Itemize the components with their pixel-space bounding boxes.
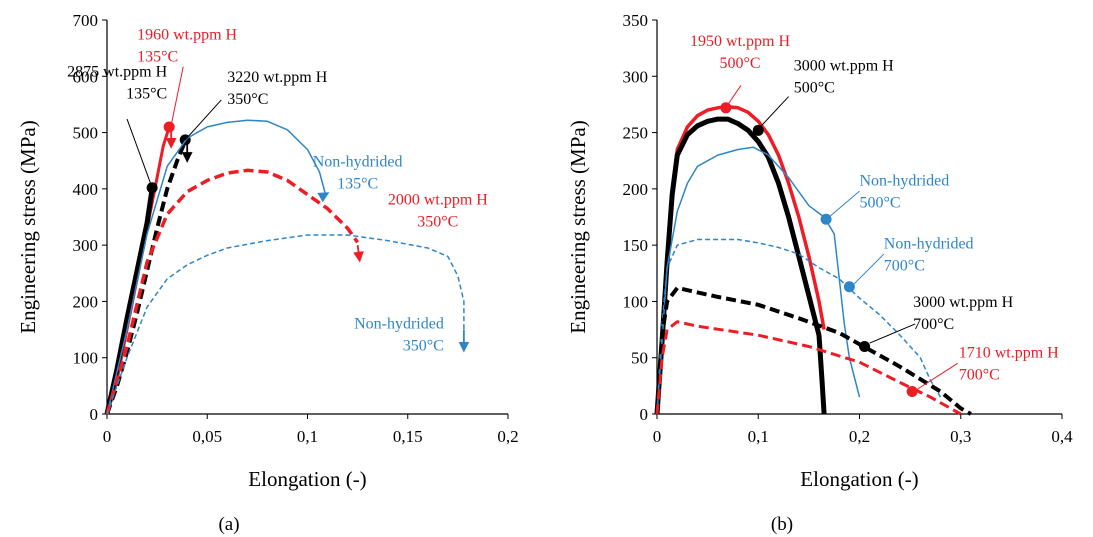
chart-2-annotation-1: 1950 wt.ppm H 500°C (690, 33, 790, 72)
chart-2-annotation-6-line: 1710 wt.ppm H (959, 345, 1059, 362)
chart-1-annotation-2-leader (126, 118, 153, 188)
chart-2-annotation-6: 1710 wt.ppm H 700°C (959, 345, 1059, 384)
chart-2-annotation-3: Non-hydrided 500°C (860, 172, 950, 211)
chart-2-annotation-5-line: 3000 wt.ppm H (913, 294, 1013, 311)
chart-2-x-tick-label: 0,1 (748, 427, 769, 446)
chart-1: 0 100 200 300 400 500 600 700 0 0,05 0,1 0,15 0,2 Elo… (16, 11, 519, 535)
chart-2-x-tick-label: 0,2 (849, 427, 870, 446)
chart-2-series-3-line (656, 146, 861, 415)
chart-1-annotation-5-line: 2000 wt.ppm H (388, 192, 488, 209)
chart-2-annotation-2-leader (759, 96, 789, 128)
chart-2-annotation-2: 3000 wt.ppm H 500°C (794, 58, 894, 97)
chart-2-y-tick-label: 0 (640, 405, 649, 424)
chart-1-y-tick-label: 200 (73, 292, 99, 311)
chart-1-series-5-arrow (353, 245, 364, 263)
chart-1-annotation-1: 1960 wt.ppm H 135°C (137, 27, 237, 66)
chart-1-series-5-line (105, 168, 360, 415)
chart-1-x-tick-label: 0,2 (497, 427, 518, 446)
chart-1-annotation-5: 2000 wt.ppm H 350°C (388, 192, 488, 231)
chart-2-annotation-1-line: 500°C (719, 55, 760, 72)
chart-1-y-tick-label: 400 (73, 180, 99, 199)
chart-2-y-tick-label: 350 (623, 11, 649, 30)
chart-2-series-1-marker (720, 102, 732, 114)
chart-1-y-tick-label: 700 (73, 11, 99, 30)
chart-2-x-axis-label: Elongation (-) (800, 467, 918, 491)
chart-2-annotation-4-leader (853, 253, 885, 285)
chart-2-annotation-6-line: 700°C (959, 367, 1000, 384)
chart-1-y-tick-label: 300 (73, 236, 99, 255)
chart-1-y-tick-label: 600 (73, 67, 99, 86)
chart-1-series-1-marker (163, 121, 175, 133)
chart-1-annotation-2: 2875 wt.ppm H 135°C (67, 63, 167, 102)
chart-2-series-3-marker (820, 213, 832, 225)
chart-2-y-tick-label: 250 (623, 124, 649, 143)
chart-2-series-5-marker (859, 340, 871, 352)
chart-1-x-tick-label: 0,15 (393, 427, 423, 446)
chart-2-panel-label: (b) (771, 514, 793, 535)
chart-2-y-tick-label: 50 (631, 349, 648, 368)
chart-2-annotation-1-leader (727, 85, 742, 105)
chart-2-annotation-4-line: Non-hydrided (884, 236, 974, 253)
chart-2-annotation-3-line: Non-hydrided (860, 172, 950, 189)
chart-2-series-2-line (654, 116, 827, 415)
chart-1-annotation-6-line: 350°C (403, 337, 444, 354)
chart-2-annotation-3-line: 500°C (860, 194, 901, 211)
chart-1-annotation-2-line: 135°C (126, 85, 167, 102)
chart-1-x-tick-label: 0,05 (192, 427, 222, 446)
chart-2-annotation-1-line: 1950 wt.ppm H (690, 33, 790, 50)
chart-1-annotation-1-line: 135°C (137, 49, 178, 66)
chart-2-annotation-5-leader (869, 323, 916, 344)
chart-2-x-tick-label: 0,4 (1051, 427, 1073, 446)
chart-2-annotation-6-leader (916, 362, 958, 390)
chart-1-annotation-6-line: Non-hydrided (354, 315, 444, 332)
chart-1-annotation-3-line: 350°C (227, 91, 268, 108)
chart-1-series-4-line (106, 119, 327, 415)
chart-1-annotation-3: 3220 wt.ppm H 350°C (227, 69, 327, 108)
chart-1-series-4-arrow (317, 192, 330, 203)
chart-2-annotation-4: Non-hydrided 700°C (884, 236, 974, 275)
chart-2-annotation-2-line: 500°C (794, 80, 835, 97)
chart-1-annotation-4: Non-hydrided 135°C (313, 153, 403, 192)
chart-1-y-tick-label: 100 (73, 349, 99, 368)
chart-1-annotation-6: Non-hydrided 350°C (354, 315, 444, 354)
chart-1-y-tick-label: 0 (90, 405, 99, 424)
chart-2-y-tick-label: 150 (623, 236, 649, 255)
chart-1-annotation-3-leader (184, 99, 222, 141)
chart-2-annotation-3-leader (828, 190, 860, 218)
chart-2-series-4-marker (843, 281, 855, 293)
chart-2-series-2-marker (752, 124, 764, 136)
chart-1-annotation-2-line: 2875 wt.ppm H (67, 63, 167, 80)
chart-1-annotation-3-line: 3220 wt.ppm H (227, 69, 327, 86)
chart-1-series-2-line (104, 188, 155, 415)
chart-2-annotation-4-line: 700°C (884, 258, 925, 275)
chart-2-series-4-line (656, 238, 942, 415)
chart-1-y-tick-label: 500 (73, 124, 99, 143)
chart-1-y-axis-label: Engineering stress (MPa) (16, 120, 40, 333)
chart-2-annotation-2-line: 3000 wt.ppm H (794, 58, 894, 75)
chart-1-x-tick-label: 0 (103, 427, 112, 446)
chart-2-y-tick-label: 200 (623, 180, 649, 199)
chart-1-annotation-4-line: 135°C (337, 175, 378, 192)
chart-2-x-tick-label: 0 (653, 427, 662, 446)
chart-1-annotation-1-line: 1960 wt.ppm H (137, 27, 237, 44)
chart-1-series-6-line (106, 234, 465, 415)
chart-2-y-tick-label: 300 (623, 67, 649, 86)
chart-1-annotation-1-leader (170, 66, 184, 126)
chart-2-series-6-marker (906, 385, 918, 397)
chart-2-y-axis-label: Engineering stress (MPa) (566, 120, 590, 333)
chart-2-annotation-5: 3000 wt.ppm H 700°C (913, 294, 1013, 333)
chart-2-y-tick-label: 100 (623, 292, 649, 311)
chart-2-x-tick-label: 0,3 (950, 427, 971, 446)
chart-1-annotation-5-line: 350°C (417, 214, 458, 231)
chart-1-x-tick-label: 0,1 (297, 427, 318, 446)
chart-1-panel-label: (a) (218, 514, 239, 535)
chart-2-annotation-5-line: 700°C (913, 316, 954, 333)
chart-1-x-axis-label: Elongation (-) (248, 467, 366, 491)
chart-2-series-6-line (655, 320, 962, 416)
chart-1-annotation-4-line: Non-hydrided (313, 153, 403, 170)
chart-2-series-5-line (655, 285, 972, 416)
chart-2: 0 50 100 150 200 250 300 350 0 0,1 0,2 0,3 0,4 Elonga… (566, 11, 1073, 535)
